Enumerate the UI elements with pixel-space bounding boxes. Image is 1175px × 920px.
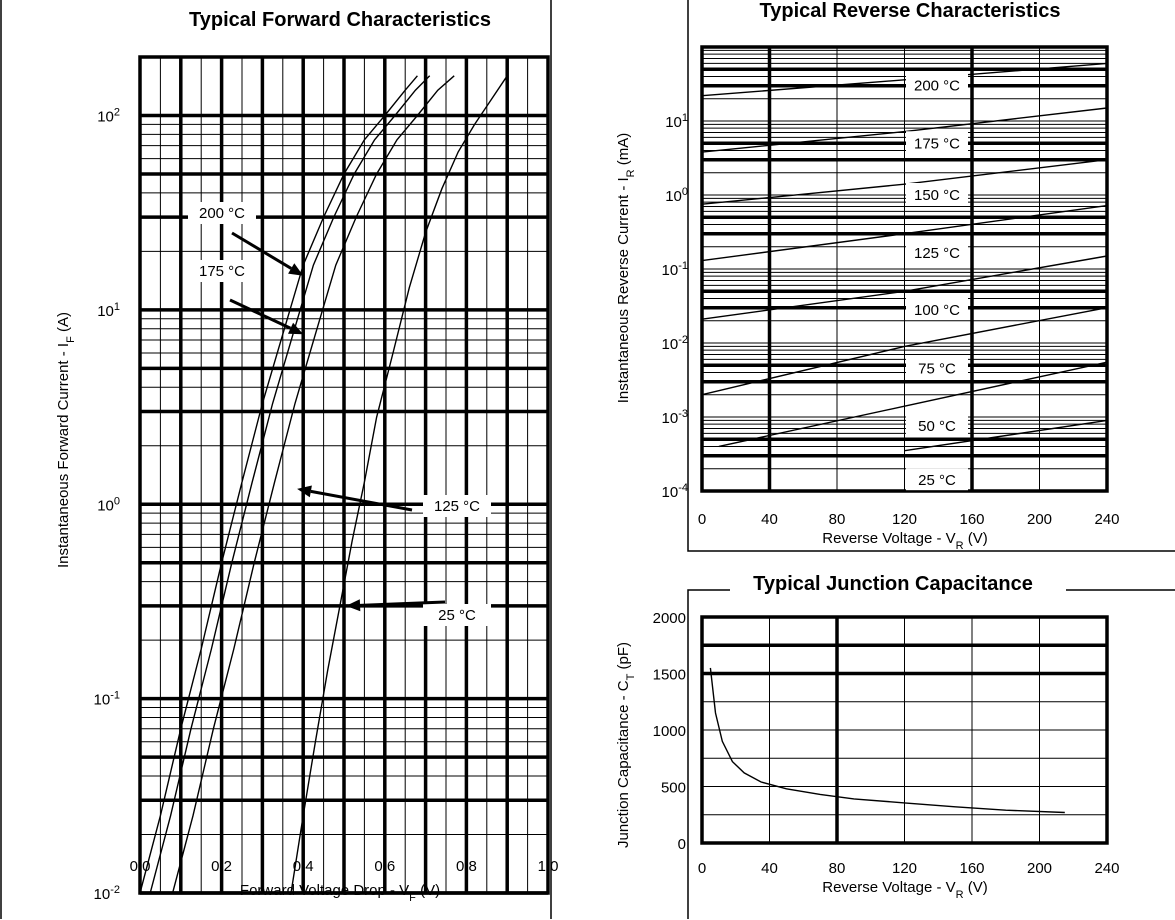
capacitance-chart-title: Typical Junction Capacitance bbox=[753, 573, 1033, 595]
y-tick-label: 10-1 bbox=[662, 260, 688, 279]
x-tick-label: 40 bbox=[761, 511, 778, 528]
capacitance-panel-frame bbox=[687, 589, 1175, 919]
x-axis-label: Reverse Voltage - VR (V) bbox=[822, 879, 988, 901]
curve-label: 200 °C bbox=[914, 78, 960, 95]
curve-label: 125 °C bbox=[914, 245, 960, 262]
y-tick-label: 10-2 bbox=[662, 334, 688, 353]
x-tick-label: 0 bbox=[698, 860, 706, 877]
series-line bbox=[701, 255, 1108, 320]
plot-border bbox=[700, 45, 1109, 493]
annotation-label: 25 °C bbox=[438, 607, 476, 624]
series-line bbox=[718, 361, 1108, 448]
series-line bbox=[709, 667, 1065, 814]
curve-label-bg bbox=[906, 468, 968, 491]
x-tick-label: 200 bbox=[1027, 511, 1052, 528]
x-tick-label: 240 bbox=[1094, 511, 1119, 528]
y-tick-label: 101 bbox=[97, 301, 120, 320]
curve-label: 100 °C bbox=[914, 302, 960, 319]
reverse-chart-title: Typical Reverse Characteristics bbox=[760, 0, 1061, 22]
x-tick-label: 120 bbox=[892, 860, 917, 877]
annotation-bg bbox=[188, 202, 256, 224]
x-tick-label: 240 bbox=[1094, 860, 1119, 877]
curve-label-bg bbox=[906, 183, 968, 205]
y-tick-label: 100 bbox=[665, 186, 688, 205]
forward-chart-title: Typical Forward Characteristics bbox=[189, 9, 491, 31]
x-tick-label: 0.6 bbox=[374, 858, 395, 875]
y-tick-label: 10-1 bbox=[94, 690, 120, 709]
y-tick-label: 1500 bbox=[653, 667, 686, 684]
x-axis-label: Forward Voltage Drop - VF (V) bbox=[240, 882, 440, 904]
y-axis-label: Junction Capacitance - CT (pF) bbox=[615, 642, 637, 848]
curve-label-bg bbox=[906, 414, 968, 437]
x-tick-label: 0.2 bbox=[211, 858, 232, 875]
annotation-arrowhead bbox=[288, 322, 304, 335]
plot-border bbox=[700, 615, 1109, 845]
reverse-chart: 0 40 80 120 160 200 240 101 100 10-1 10-2 10-3 10-4 R… bbox=[615, 45, 1120, 552]
curve-label-bg bbox=[906, 131, 968, 154]
x-tick-label: 160 bbox=[959, 860, 984, 877]
y-tick-label: 102 bbox=[97, 107, 120, 126]
annotation-label: 200 °C bbox=[199, 205, 245, 222]
capacitance-chart: 0 40 80 120 160 200 240 0 500 1000 1500 2000 Reverse… bbox=[615, 610, 1120, 901]
x-axis-label: Reverse Voltage - VR (V) bbox=[822, 530, 988, 552]
x-tick-label: 40 bbox=[761, 860, 778, 877]
annotation-bg bbox=[423, 495, 491, 517]
curve-label: 50 °C bbox=[918, 418, 956, 435]
x-tick-label: 120 bbox=[892, 511, 917, 528]
series-line bbox=[290, 75, 508, 894]
x-tick-label: 0.4 bbox=[293, 858, 314, 875]
annotation-arrow bbox=[359, 600, 446, 607]
reverse-panel-frame bbox=[687, 0, 1175, 552]
curve-label: 150 °C bbox=[914, 187, 960, 204]
x-tick-label: 1.0 bbox=[538, 858, 559, 875]
y-tick-label: 2000 bbox=[653, 610, 686, 627]
series-line bbox=[139, 75, 418, 894]
curve-label: 75 °C bbox=[918, 361, 956, 378]
annotation-arrowhead bbox=[297, 485, 312, 498]
x-tick-label: 80 bbox=[829, 860, 846, 877]
x-tick-label: 160 bbox=[959, 511, 984, 528]
y-tick-label: 100 bbox=[97, 495, 120, 514]
curve-label: 175 °C bbox=[914, 135, 960, 152]
annotation-arrow bbox=[231, 231, 292, 270]
series-line bbox=[701, 204, 1108, 262]
series-line bbox=[904, 419, 1108, 452]
y-tick-label: 500 bbox=[661, 780, 686, 797]
annotation-bg bbox=[188, 260, 256, 282]
y-axis-label: Instantaneous Reverse Current - IR (mA) bbox=[615, 133, 637, 404]
curve-label-bg bbox=[906, 240, 968, 263]
forward-panel-frame bbox=[0, 0, 552, 919]
plot-border bbox=[138, 55, 550, 895]
curve-label-bg bbox=[906, 297, 968, 320]
annotation-arrowhead bbox=[288, 263, 304, 276]
y-tick-label: 10-2 bbox=[94, 884, 120, 903]
x-tick-label: 0.8 bbox=[456, 858, 477, 875]
y-tick-label: 0 bbox=[678, 836, 686, 853]
y-tick-label: 101 bbox=[665, 112, 688, 131]
y-tick-label: 1000 bbox=[653, 723, 686, 740]
series-line bbox=[701, 159, 1108, 205]
x-tick-label: 200 bbox=[1027, 860, 1052, 877]
annotation-arrowhead bbox=[346, 599, 361, 612]
series-line bbox=[701, 307, 1108, 396]
curve-label: 25 °C bbox=[918, 472, 956, 489]
annotation-arrow bbox=[310, 489, 413, 512]
annotation-label: 175 °C bbox=[199, 263, 245, 280]
series-line bbox=[701, 107, 1108, 153]
series-line bbox=[149, 75, 431, 894]
annotation-arrow bbox=[229, 298, 292, 330]
y-axis-label: Instantaneous Forward Current - IF (A) bbox=[55, 312, 77, 568]
x-tick-label: 0 bbox=[698, 511, 706, 528]
series-line bbox=[701, 62, 1108, 97]
annotation-label: 125 °C bbox=[434, 498, 480, 515]
y-tick-label: 10-4 bbox=[662, 482, 688, 501]
annotation-bg bbox=[423, 604, 491, 626]
y-tick-label: 10-3 bbox=[662, 408, 688, 427]
series-line bbox=[171, 75, 455, 894]
curve-label-bg bbox=[906, 356, 968, 379]
x-tick-label: 80 bbox=[829, 511, 846, 528]
curve-label-bg bbox=[906, 73, 968, 96]
